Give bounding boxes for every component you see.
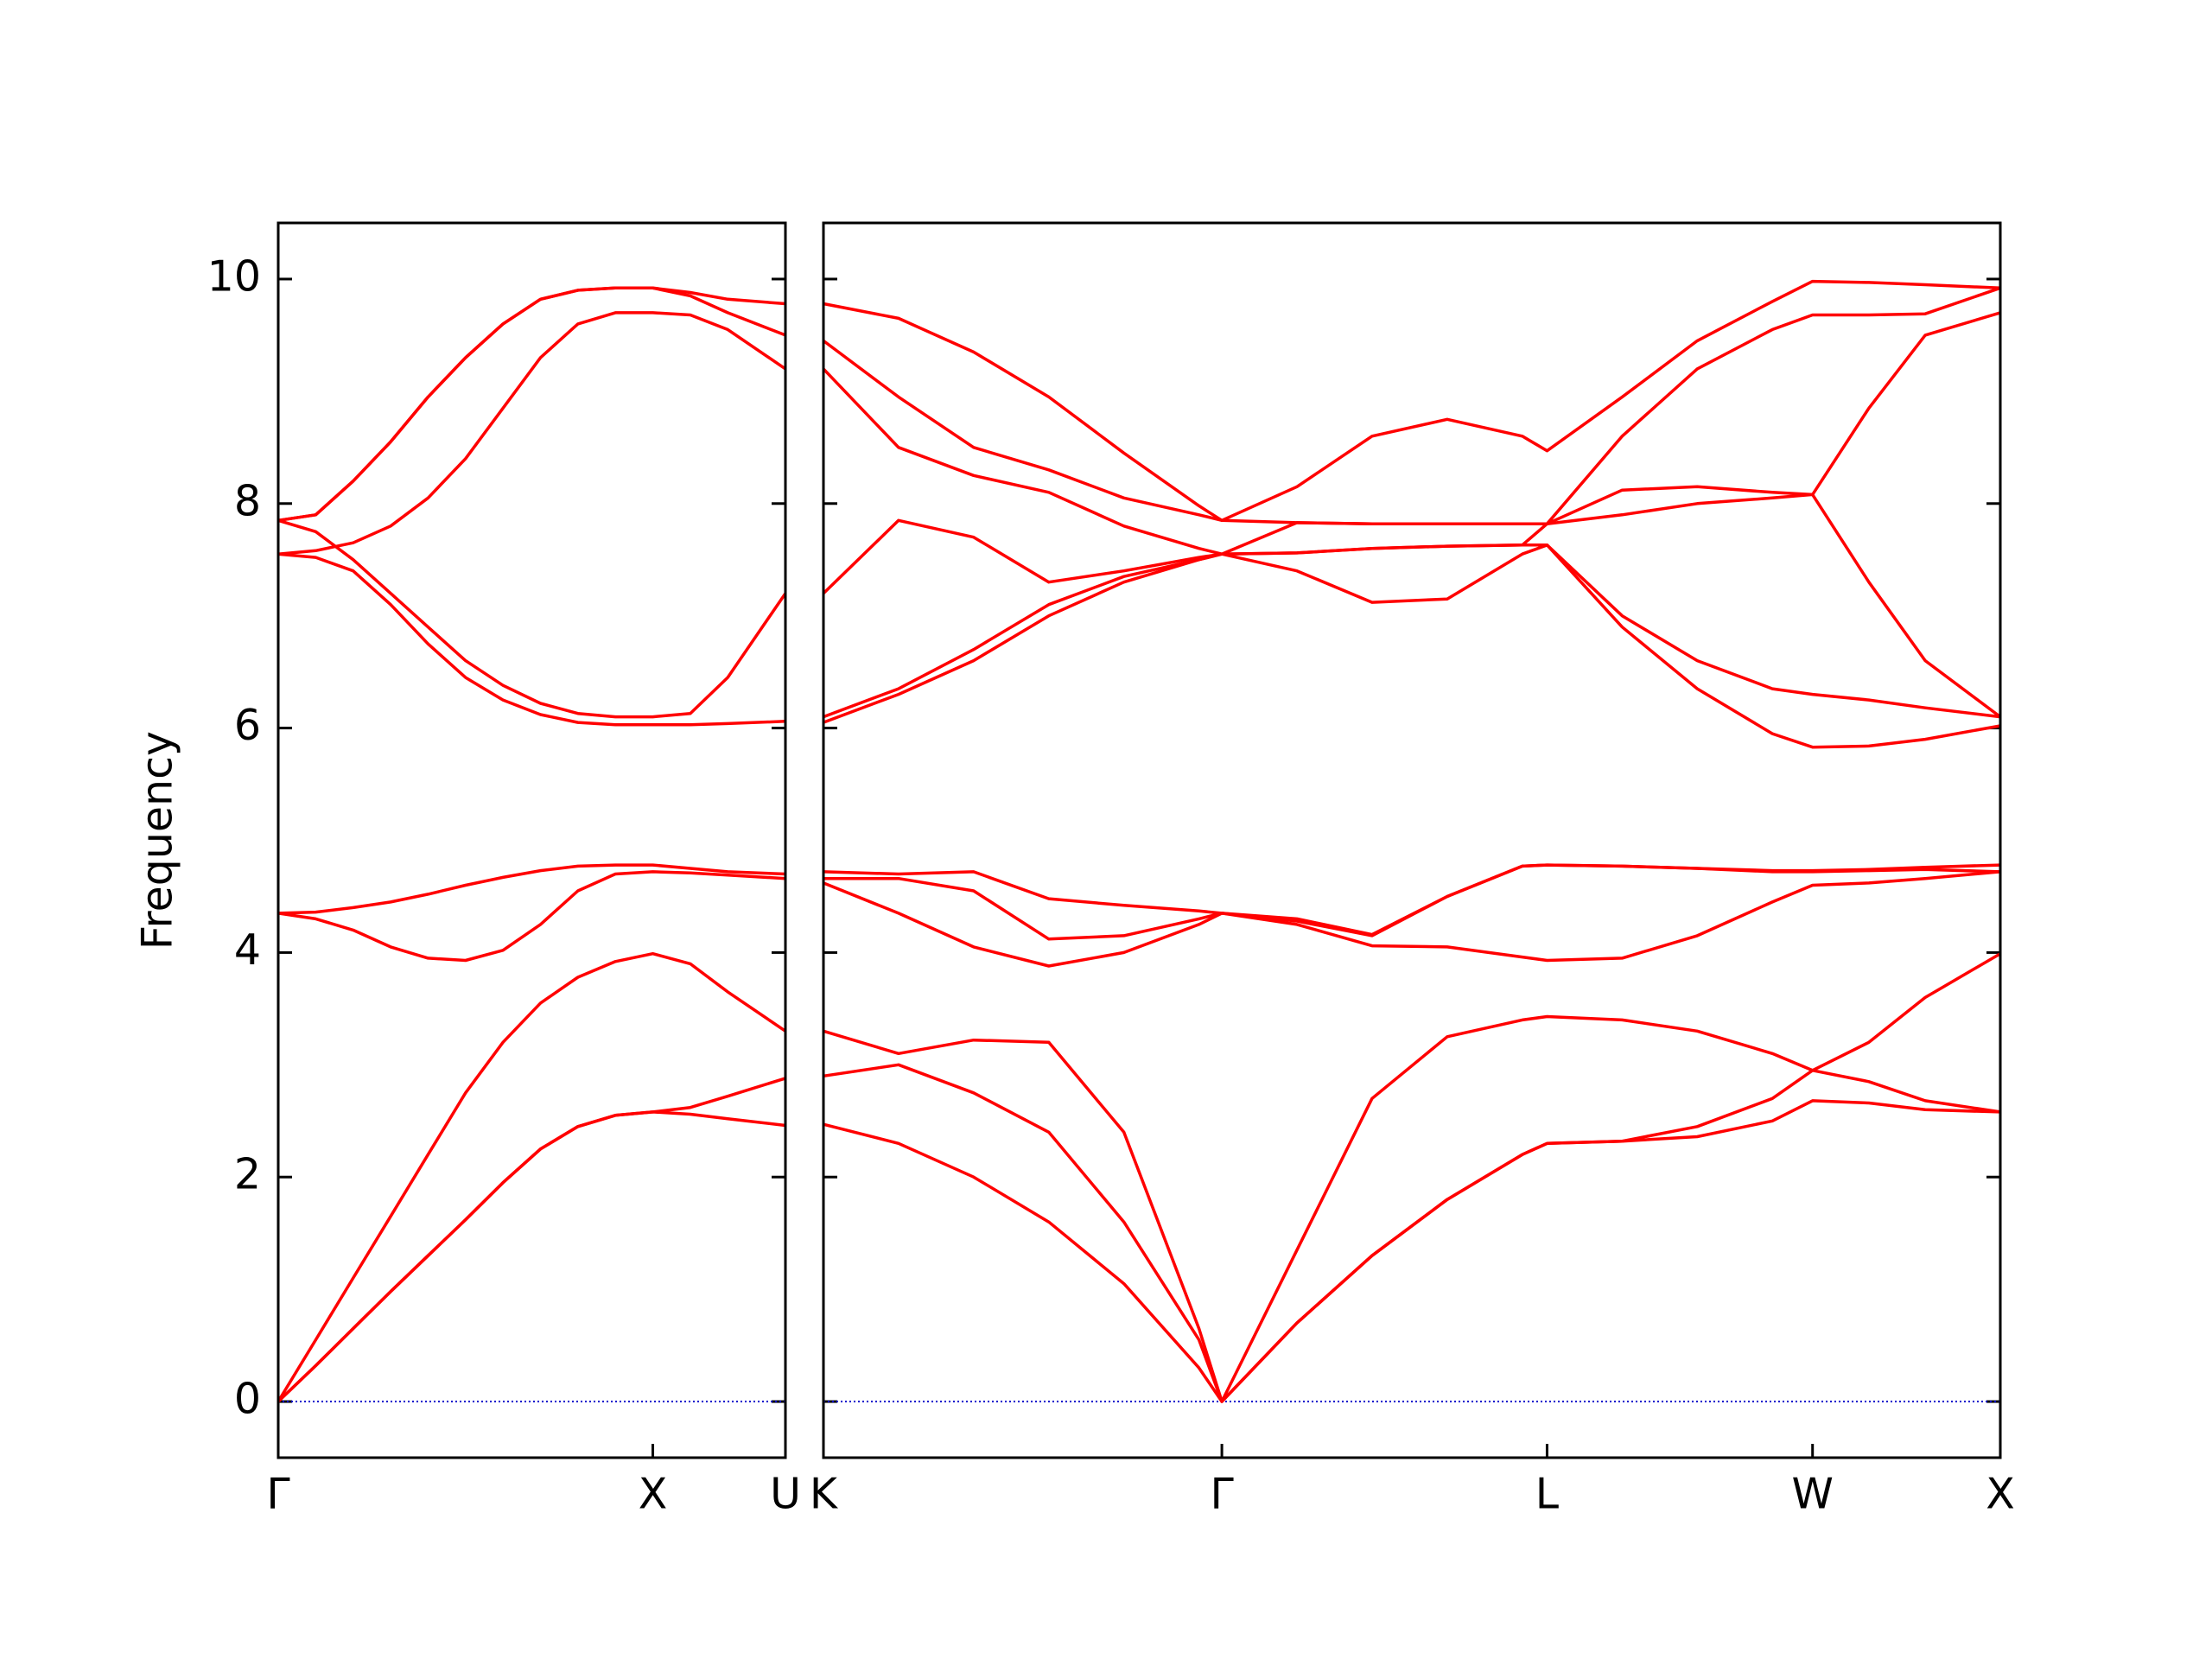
band-line: [823, 952, 2001, 1403]
band-line: [823, 543, 2001, 749]
y-tick-label: 2: [234, 1150, 261, 1199]
plot-frame: [276, 221, 787, 1459]
y-tick-label: 8: [234, 476, 261, 525]
y-tick-label: 0: [234, 1375, 261, 1424]
band-line: [277, 870, 786, 963]
band-line: [277, 518, 787, 719]
y-axis-label: Frequency: [133, 731, 182, 950]
band-line: [823, 863, 2001, 941]
band-line: [823, 870, 2001, 968]
band-line: [822, 286, 2001, 525]
x-tick-label: L: [1535, 1470, 1560, 1519]
y-tick-label: 10: [207, 251, 261, 301]
band-line: [822, 311, 2001, 556]
band-line: [823, 543, 2001, 719]
x-tick-label: W: [1791, 1470, 1833, 1519]
band-line: [823, 279, 2001, 523]
band-line: [276, 951, 786, 1402]
x-tick-label: X: [639, 1470, 668, 1519]
band-line: [276, 1077, 786, 1403]
x-tick-label: K: [810, 1470, 839, 1519]
band-line: [822, 493, 2002, 719]
band-line: [823, 1063, 2001, 1403]
x-tick-label: Γ: [266, 1470, 290, 1519]
band-line: [277, 552, 786, 727]
x-tick-label: X: [1986, 1470, 2015, 1519]
band-line: [277, 863, 786, 915]
y-tick-label: 6: [234, 701, 261, 750]
band-line: [277, 311, 786, 556]
x-tick-label: U: [770, 1470, 801, 1519]
band-line: [823, 863, 2001, 937]
band-line: [823, 1099, 2001, 1403]
y-tick-label: 4: [234, 925, 261, 975]
band-line: [277, 286, 786, 523]
x-tick-label: Γ: [1210, 1470, 1234, 1519]
plot-frame: [822, 221, 2002, 1459]
